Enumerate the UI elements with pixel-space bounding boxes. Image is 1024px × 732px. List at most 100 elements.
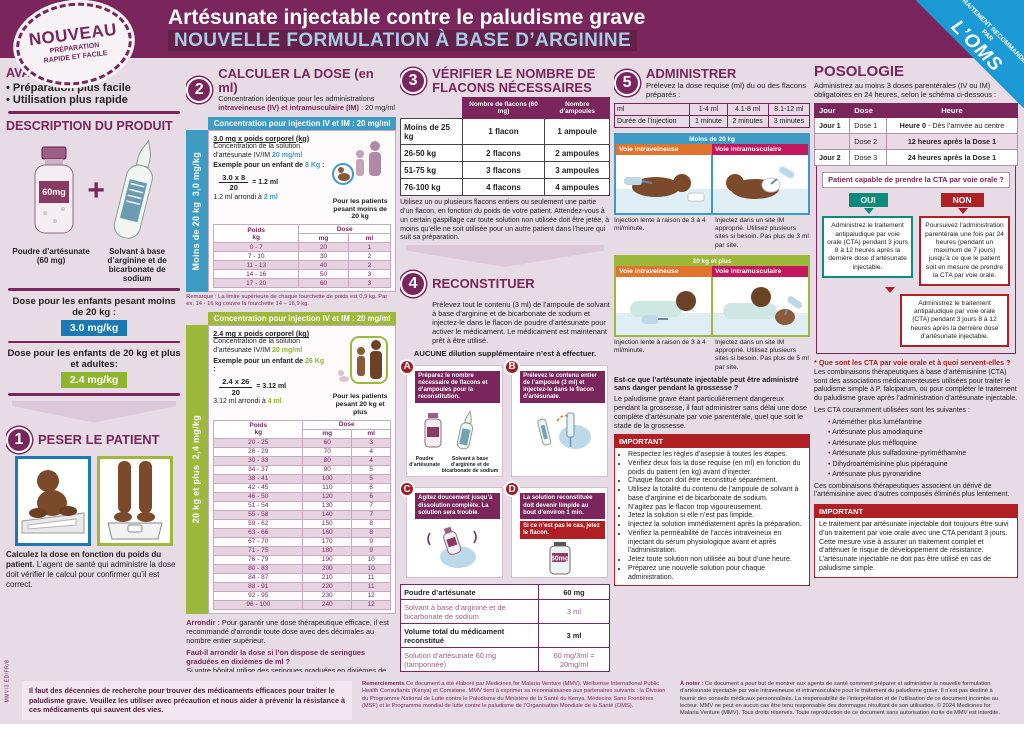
ex-pre: Exemple pour un enfant de bbox=[213, 357, 306, 365]
resistance-note: Il faut des décennies de recherche pour … bbox=[22, 680, 352, 720]
dose-table-body: 20 - 25 60 3 26 - 29 70 4 30 - 33 80 4 34 - 37 90 5… bbox=[213, 437, 392, 610]
scenes-over-20kg bbox=[616, 276, 809, 335]
panel-c: C Agitez doucement jusqu’à dissolution c… bbox=[400, 481, 504, 579]
im-caption: Injectez dans un site IM approprié. Util… bbox=[715, 338, 809, 371]
cell-ml: 9 bbox=[351, 545, 392, 556]
cell-mg: 230 bbox=[302, 590, 353, 601]
poster-subtitle: NOUVELLE FORMULATION À BASE D’ARGININE bbox=[168, 29, 638, 52]
th-poids-1: Poids bbox=[247, 226, 266, 234]
cta-item: Artésunate plus pyronaridine bbox=[828, 470, 1018, 481]
cell-ml: 10 bbox=[351, 554, 392, 565]
cell-heure3: 24 heures après la Dose 1 bbox=[885, 148, 1018, 166]
th-mg: mg bbox=[302, 428, 353, 439]
conc-val: 20 mg/ml bbox=[272, 346, 303, 354]
cell-ml: 11 bbox=[351, 572, 392, 583]
important-item: Respectez les règles d’asepsie à toutes … bbox=[628, 451, 805, 460]
baby-im-injection-image bbox=[711, 154, 809, 213]
adult-iv-injection-image bbox=[616, 276, 712, 335]
vials-row: Moins de 25 kg 1 flacon 1 ampoule bbox=[400, 118, 611, 146]
cta-list-intro: Les CTA couramment utilisées sont les su… bbox=[814, 406, 970, 414]
syringe-answer: Si votre hôpital utilise des seringues g… bbox=[186, 666, 387, 672]
dose-row: 76 - 79 190 10 bbox=[213, 554, 392, 565]
clear-vial-icon: 60mg bbox=[549, 542, 571, 575]
step5-title: ADMINISTRER bbox=[646, 66, 737, 81]
cell-heure1: Heure 0 - Dès l’arrivée au centre bbox=[885, 116, 1018, 134]
th-jour: Jour bbox=[814, 102, 851, 118]
dose-table-under-20kg: Poids kg Dose mg ml 0 - 7 20 1 7 - 10 30 2 11 - 1… bbox=[213, 224, 392, 289]
vial-label: 60mg bbox=[43, 187, 67, 197]
cell-flacons: 4 flacons bbox=[461, 178, 546, 197]
patients-caption: Pour les patients pesant moins de 20 kg bbox=[332, 197, 388, 221]
fraction-value: 3.0 x 8 20 bbox=[219, 173, 249, 193]
step1-caption: Calculez la dose en fonction du poids du… bbox=[6, 550, 182, 590]
reconstitution-row: Poudre d’artésunate 60 mg bbox=[400, 584, 611, 601]
cell-ml: 11 bbox=[351, 581, 392, 592]
cell-ml: 6 bbox=[351, 482, 392, 493]
divider bbox=[8, 392, 181, 396]
posologie-title: POSOLOGIE bbox=[814, 63, 905, 80]
posologie-row-2: Dose 2 12 heures après la Dose 1 bbox=[814, 132, 1018, 150]
cell-poids: 80 - 83 bbox=[213, 563, 304, 574]
dose-block-over-20kg: Concentration pour injection IV et IM : … bbox=[186, 312, 397, 614]
non-outcome-box: Poursuivez l’administration parentérale … bbox=[919, 216, 1011, 287]
dose-row: 11 - 13 40 2 bbox=[213, 260, 392, 271]
vials-row: 51-75 kg 3 flacons 3 ampoules bbox=[400, 161, 611, 180]
step3-header: 3 VÉRIFIER LE NOMBRE DE FLACONS NÉCESSAI… bbox=[400, 67, 610, 94]
weight-range-note: Remarque : La limite supérieure de chaqu… bbox=[186, 294, 388, 308]
pregnancy-answer: Le paludisme grave étant particulièremen… bbox=[614, 394, 807, 431]
panel-d-alert: Si ce n’est pas le cas, jetez le flacon. bbox=[520, 521, 606, 540]
cell-ml: 8 bbox=[351, 518, 392, 529]
cell-ml: 6 bbox=[351, 491, 392, 502]
panel-a-label-solvent: Solvant à base d’arginine et de bicarbon… bbox=[441, 456, 499, 474]
cell-ml: 7 bbox=[351, 509, 392, 520]
cell-dose3: Dose 3 bbox=[849, 148, 887, 166]
feet-on-scale-icon bbox=[100, 458, 171, 543]
cta-description: Les combinaisons thérapeutiques à base d… bbox=[814, 368, 1018, 403]
important-box-step5: IMPORTANT Respectez les règles d’asepsie… bbox=[614, 434, 811, 587]
panel-a-labels: Poudre d’artésunate Solvant à base d’arg… bbox=[409, 456, 500, 474]
cell-ml: 3 bbox=[347, 278, 392, 289]
step1-header: 1 PESER LE PATIENT bbox=[6, 426, 182, 453]
panel-c-letter: C bbox=[400, 481, 416, 498]
cell-mg: 110 bbox=[302, 482, 353, 493]
fraction-denominator: 20 bbox=[231, 387, 240, 397]
cell-poids: 20 - 25 bbox=[213, 437, 304, 448]
reconstitution-row: Solvant à base d’arginine et de bicarbon… bbox=[400, 599, 611, 625]
cell-ml: 10 bbox=[351, 563, 392, 574]
important-item: Préparez une nouvelle solution pour chaq… bbox=[628, 565, 805, 583]
dose-row: 59 - 62 150 8 bbox=[213, 518, 392, 529]
concentration-header-blue: Concentration pour injection IV et IM : … bbox=[208, 116, 397, 130]
dose-row: 63 - 66 160 8 bbox=[213, 527, 392, 538]
dose-badge-24mg: 2.4 mg/kg bbox=[60, 371, 128, 388]
important-item: Vérifiez la perméabilité de l’accès intr… bbox=[628, 530, 805, 556]
side-tab-over-20kg-text: 20 kg et plus 2,4 mg/kg bbox=[191, 415, 202, 523]
cta-item: Artéméther plus luméfantrine bbox=[828, 418, 1018, 429]
step2-title: CALCULER LA DOSE (en ml) bbox=[218, 66, 374, 95]
acknowledgements-text: Ce document a été élaboré par Medicines … bbox=[362, 680, 666, 710]
iv-route-header: Voie intraveineuse bbox=[616, 265, 713, 277]
conc-pre: Concentration de la solution d’artésunat… bbox=[213, 142, 301, 159]
panel-d-image: 60mg bbox=[514, 541, 605, 575]
dose-row: 96 - 100 240 12 bbox=[213, 599, 392, 610]
baby-on-scale-icon bbox=[18, 458, 89, 543]
fraction-numerator: 2.4 x 26 bbox=[219, 377, 253, 388]
disclaimer-lead: À noter : bbox=[680, 680, 704, 687]
th-poids: Poids kg bbox=[213, 419, 304, 439]
cell-mg: 90 bbox=[302, 464, 353, 475]
step4-title: RECONSTITUER bbox=[432, 276, 535, 292]
group-band-under-20kg: Moins de 20 kg bbox=[616, 134, 809, 144]
panel-d: D La solution reconstituée doit devenir … bbox=[504, 481, 609, 579]
down-chevron bbox=[12, 400, 177, 423]
cell-poids: 30 - 33 bbox=[213, 455, 304, 466]
cell-weight: Moins de 25 kg bbox=[400, 118, 463, 146]
important-item: Utilisez la totalité du contenu de l’amp… bbox=[628, 486, 805, 504]
cell-ml: 4 bbox=[351, 446, 392, 457]
header: NOUVEAU PRÉPARATION RAPIDE ET FACILE Art… bbox=[0, 0, 1024, 108]
panel-d-text: La solution reconstituée doit devenir li… bbox=[520, 493, 606, 520]
th-mg: mg bbox=[298, 233, 349, 244]
round-pre: 3.12 ml arrondi à bbox=[213, 397, 268, 405]
posologie-table-body: Jour 1 Dose 1 Heure 0 - Dès l’arrivée au c… bbox=[814, 116, 1018, 166]
cell-value: 3 ml bbox=[537, 599, 611, 625]
heure2-bold: 12 heures après la Dose 1 bbox=[907, 136, 997, 146]
